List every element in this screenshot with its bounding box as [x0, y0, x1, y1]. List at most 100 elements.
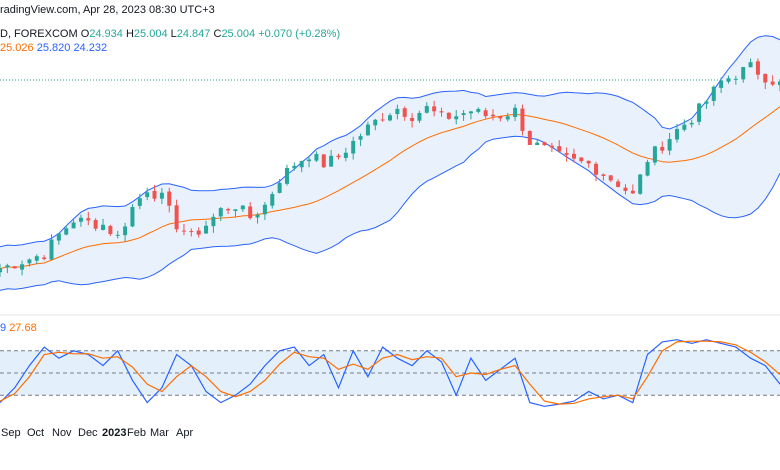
candle-up — [667, 139, 672, 151]
candle-up — [27, 259, 32, 264]
candle-down — [498, 116, 503, 119]
candle-up — [719, 80, 724, 88]
candle-up — [476, 108, 481, 112]
stoch-k-value: 9 — [0, 322, 7, 334]
candle-up — [56, 233, 61, 241]
x-axis-label: Mar — [150, 427, 169, 439]
candle-up — [711, 86, 716, 101]
candle-up — [123, 226, 128, 236]
candle-up — [115, 234, 120, 236]
close-label: C — [213, 28, 222, 40]
candle-up — [373, 119, 378, 126]
candle-up — [5, 265, 10, 268]
candle-down — [86, 218, 91, 221]
candle-up — [505, 116, 510, 120]
bb-basis-value: 25.026 — [0, 42, 34, 54]
candle-down — [520, 108, 525, 131]
bb-lower-value: 24.232 — [73, 42, 108, 54]
candle-up — [652, 146, 657, 163]
candle-down — [557, 146, 562, 152]
stoch-k-line — [0, 339, 780, 407]
stoch-band-fill — [0, 350, 780, 396]
candle-down — [12, 266, 17, 269]
candle-down — [432, 106, 437, 112]
candle-down — [594, 163, 599, 175]
candle-down — [181, 230, 186, 232]
candle-down — [380, 119, 385, 121]
candle-up — [71, 222, 76, 229]
candle-up — [270, 194, 275, 206]
candle-up — [101, 224, 106, 230]
candle-down — [167, 191, 172, 206]
candle-up — [535, 142, 540, 146]
candle-up — [49, 239, 54, 260]
candle-up — [145, 192, 150, 198]
candle-up — [748, 62, 753, 68]
candle-up — [726, 78, 731, 82]
candle-down — [660, 146, 665, 151]
candle-down — [763, 73, 768, 83]
change-value: +0.070 (+0.28%) — [258, 28, 341, 40]
candle-up — [262, 204, 267, 215]
candle-down — [571, 153, 576, 159]
candle-down — [410, 117, 415, 122]
x-axis-label: 2023 — [102, 427, 126, 439]
bollinger-basis-line — [0, 106, 780, 270]
candle-down — [630, 190, 635, 194]
candle-down — [321, 154, 326, 168]
candle-down — [549, 145, 554, 148]
candle-up — [674, 129, 679, 140]
stoch-values-line: 9 27.68 — [0, 322, 37, 334]
candle-down — [402, 108, 407, 117]
candle-up — [513, 107, 518, 118]
candle-down — [491, 114, 496, 117]
candle-up — [307, 159, 312, 162]
x-axis-label: Oct — [27, 427, 44, 439]
candle-up — [468, 111, 473, 114]
candle-up — [204, 225, 209, 234]
stoch-d-value: 27.68 — [9, 322, 37, 334]
candle-up — [777, 81, 780, 86]
candle-up — [277, 182, 282, 193]
bb-upper-value: 25.820 — [36, 42, 71, 54]
candle-up — [240, 205, 245, 210]
bollinger-band-fill — [0, 35, 780, 291]
x-axis-label: Feb — [127, 427, 146, 439]
candle-up — [638, 174, 643, 194]
x-axis-label: Dec — [78, 427, 98, 439]
bollinger-upper-line — [0, 35, 780, 248]
candle-up — [137, 198, 142, 206]
candle-up — [645, 162, 650, 176]
bb-values-line: 25.026 25.820 24.232 — [0, 42, 107, 54]
candle-up — [159, 192, 164, 199]
candle-up — [343, 152, 348, 158]
candle-up — [395, 108, 400, 115]
candle-down — [336, 155, 341, 158]
candle-down — [755, 61, 760, 75]
candle-down — [152, 190, 157, 199]
open-label: O — [80, 28, 90, 40]
high-label: H — [125, 28, 134, 40]
candle-up — [329, 155, 334, 167]
stoch-d-line — [0, 340, 780, 405]
candle-up — [697, 103, 702, 122]
candle-up — [284, 168, 289, 184]
candle-up — [255, 214, 260, 218]
candle-down — [446, 112, 451, 119]
candle-down — [108, 226, 113, 235]
candle-up — [218, 208, 223, 217]
candle-up — [64, 228, 69, 235]
candle-up — [211, 216, 216, 227]
bollinger-lower-line — [0, 135, 780, 291]
candle-up — [0, 268, 3, 273]
open-value: 24.934 — [89, 28, 123, 40]
candle-down — [579, 157, 584, 162]
candle-up — [417, 112, 422, 121]
candle-up — [365, 124, 370, 136]
symbol-label: D, FOREXCOM — [0, 28, 78, 40]
low-value: 24.847 — [176, 28, 211, 40]
candle-up — [733, 78, 738, 80]
candle-down — [623, 187, 628, 191]
candle-up — [351, 140, 356, 154]
candle-up — [358, 136, 363, 140]
